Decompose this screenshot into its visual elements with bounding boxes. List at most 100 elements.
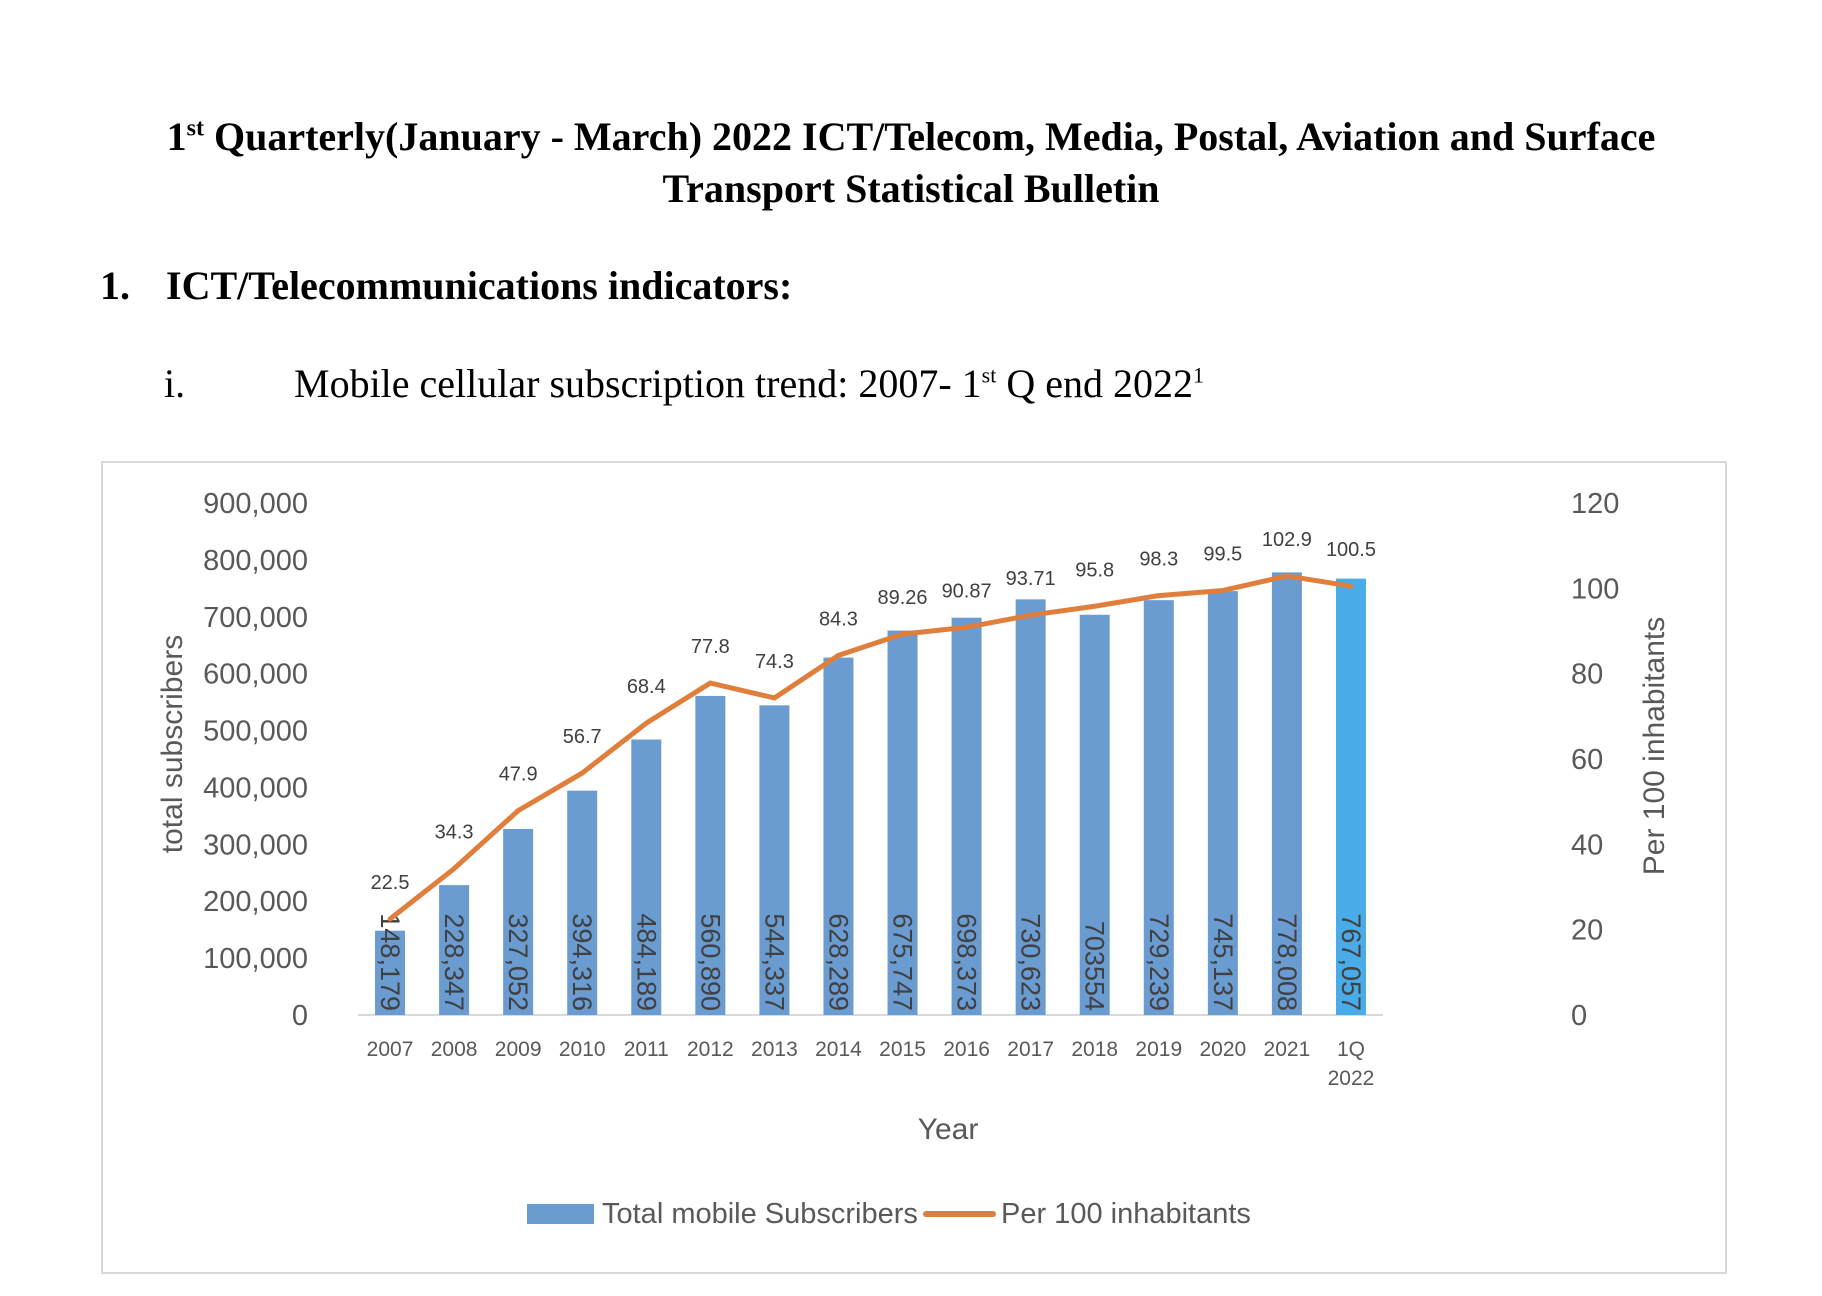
line-data-label: 102.9 [1262, 529, 1312, 551]
bar [823, 657, 854, 1015]
bar [1015, 599, 1046, 1015]
bar-data-label: 778,008 [1272, 913, 1302, 1011]
document-title-line-2: Transport Statistical Bulletin [662, 166, 1160, 211]
section-title: ICT/Telecommunications indicators: [166, 263, 793, 308]
chart-frame: 0 100,000 200,000 300,000 400,000 500,000 600,… [101, 461, 1727, 1274]
line-data-label: 98.3 [1139, 549, 1178, 571]
sub-title-end: Q end 2022 [996, 361, 1193, 406]
sub-heading: i. Mobile cellular subscription trend: 20… [164, 360, 1204, 407]
y-tick-label: 0 [292, 1000, 308, 1032]
footnote-marker: 1 [1192, 362, 1204, 388]
x-tick-label: 2007 [367, 1038, 414, 1061]
y-tick-label: 300,000 [203, 829, 308, 861]
bar-data-label: 560,890 [695, 913, 725, 1011]
x-tick-label: 2010 [559, 1038, 606, 1061]
y-tick-label: 900,000 [203, 488, 308, 520]
title-prefix: 1 [166, 114, 187, 159]
y2-axis-title: Per 100 inhabitants [1638, 617, 1671, 876]
bar-data-label: 729,239 [1144, 913, 1174, 1011]
x-tick-label: 2017 [1007, 1038, 1054, 1061]
x-tick-label: 2014 [815, 1038, 862, 1061]
line-data-label: 90.87 [942, 580, 992, 602]
bar [631, 739, 662, 1015]
section-heading: 1. ICT/Telecommunications indicators: [100, 262, 792, 309]
bar-data-label: 703554 [1080, 921, 1110, 1011]
bar-data-label: 745,137 [1208, 913, 1238, 1011]
y2-tick-label: 0 [1571, 1000, 1587, 1032]
line-data-label: 34.3 [435, 822, 474, 844]
x-tick-label: 2008 [431, 1038, 478, 1061]
line-data-label: 77.8 [691, 636, 730, 658]
y-tick-label: 800,000 [203, 545, 308, 577]
x-tick-label: 2016 [943, 1038, 990, 1061]
y-tick-label: 200,000 [203, 886, 308, 918]
title-superscript: st [186, 115, 204, 142]
line-data-label: 93.71 [1006, 568, 1056, 590]
x-tick-label: 2018 [1071, 1038, 1118, 1061]
line-data-label: 95.8 [1075, 559, 1114, 581]
document-title-line-1: 1st Quarterly(January - March) 2022 ICT/… [0, 112, 1822, 162]
x-tick-label: 2019 [1135, 1038, 1182, 1061]
bar-data-label: 544,337 [759, 913, 789, 1011]
legend-label-bars: Total mobile Subscribers [602, 1198, 918, 1230]
bar-data-label: 484,189 [631, 913, 661, 1011]
bar [887, 630, 918, 1015]
y-axis-title: total subscribers [156, 635, 189, 853]
bar-data-label: 628,289 [823, 913, 853, 1011]
per-100-line [387, 573, 1354, 922]
x-tick-label: 2022 [1328, 1067, 1375, 1090]
bar [439, 885, 470, 1015]
legend-label-line: Per 100 inhabitants [1001, 1198, 1251, 1230]
legend-swatch-bars [527, 1204, 594, 1224]
x-tick-label: 2009 [495, 1038, 542, 1061]
sub-title: Mobile cellular subscription trend: 2007… [294, 361, 982, 406]
bar-data-label: 675,747 [888, 913, 918, 1011]
x-tick-label: 1Q [1337, 1038, 1365, 1061]
bar-data-label: 394,316 [567, 913, 597, 1011]
line-data-label: 89.26 [878, 587, 928, 609]
bar [567, 790, 598, 1015]
bar-data-label: 767,057 [1336, 913, 1366, 1011]
line-data-label: 68.4 [627, 676, 666, 698]
y2-tick-label: 120 [1571, 488, 1619, 520]
y2-tick-label: 20 [1571, 915, 1603, 947]
line-data-label: 100.5 [1326, 539, 1376, 561]
y-tick-label: 600,000 [203, 659, 308, 691]
bar [1207, 591, 1238, 1015]
line-data-label: 22.5 [371, 872, 410, 894]
bar [1335, 578, 1366, 1015]
x-tick-label: 2012 [687, 1038, 734, 1061]
bar [503, 828, 534, 1015]
section-number: 1. [100, 263, 130, 308]
y2-tick-label: 80 [1571, 659, 1603, 691]
bar [1271, 572, 1302, 1015]
bar [1079, 614, 1110, 1015]
x-tick-label: 2020 [1199, 1038, 1246, 1061]
sub-title-superscript: st [981, 362, 997, 388]
bar [695, 695, 726, 1015]
sub-number: i. [164, 361, 186, 406]
bar [759, 705, 790, 1015]
x-tick-label: 2015 [879, 1038, 926, 1061]
bar-data-label: 228,347 [439, 913, 469, 1011]
y2-tick-label: 100 [1571, 573, 1619, 605]
y-tick-label: 100,000 [203, 943, 308, 975]
bar [375, 930, 406, 1015]
y-tick-label: 700,000 [203, 602, 308, 634]
y2-tick-label: 40 [1571, 829, 1603, 861]
combo-chart: 0 100,000 200,000 300,000 400,000 500,000 600,… [156, 488, 1671, 1230]
bar-data-label: 698,373 [952, 913, 982, 1011]
line-data-label: 74.3 [755, 651, 794, 673]
line-data-label: 84.3 [819, 608, 858, 630]
x-tick-label: 2021 [1264, 1038, 1311, 1061]
bar-data-label: 327,052 [503, 913, 533, 1011]
title-main: Quarterly(January - March) 2022 ICT/Tele… [203, 114, 1656, 159]
x-tick-label: 2013 [751, 1038, 798, 1061]
bar [1143, 600, 1174, 1015]
y2-tick-label: 60 [1571, 744, 1603, 776]
line-data-label: 99.5 [1203, 543, 1242, 565]
line-data-label: 56.7 [563, 726, 602, 748]
bar-data-label: 148,179 [375, 913, 405, 1011]
bar-data-label: 730,623 [1016, 913, 1046, 1011]
y-tick-label: 500,000 [203, 716, 308, 748]
